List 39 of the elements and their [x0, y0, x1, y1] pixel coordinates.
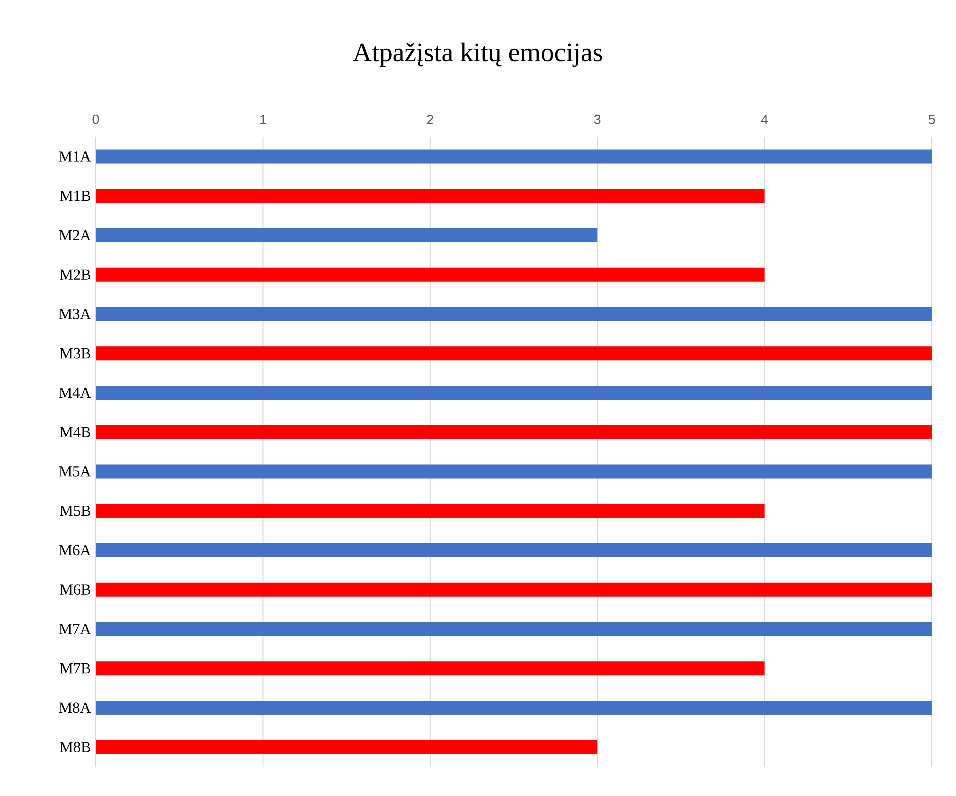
x-tick-label: 1: [260, 115, 266, 124]
y-tick-label: M4A: [59, 388, 92, 398]
bar: [96, 425, 932, 440]
y-tick-label: M2B: [60, 270, 91, 280]
bar: [96, 307, 932, 322]
y-tick-label: M5B: [60, 506, 91, 516]
y-tick-label: M3B: [60, 348, 91, 359]
y-tick-label: M6A: [59, 545, 92, 556]
y-tick-label: M7A: [59, 624, 92, 634]
bar: [96, 228, 598, 242]
y-tick-label: M4B: [60, 427, 91, 438]
bar: [96, 582, 932, 597]
y-tick-label: M6B: [60, 584, 91, 595]
bar: [96, 386, 932, 400]
bar: [96, 268, 765, 282]
y-tick-label: M1A: [59, 152, 92, 162]
y-tick-label: M2A: [59, 230, 92, 241]
bar: [96, 543, 932, 558]
y-tick-label: M8B: [60, 742, 91, 752]
bar: [96, 740, 598, 754]
x-tick-label: 4: [761, 115, 768, 124]
y-tick-label: M3A: [59, 309, 92, 320]
bar: [96, 189, 765, 204]
y-tick-label: M5A: [59, 466, 92, 477]
y-tick-label: M1B: [60, 190, 91, 202]
bar: [96, 464, 932, 479]
x-tick-label: 3: [594, 114, 601, 124]
bar: [96, 346, 932, 361]
x-tick-label: 2: [427, 114, 434, 124]
bar: [96, 700, 932, 715]
bar: [96, 504, 765, 518]
y-tick-label: M8A: [59, 702, 92, 714]
x-tick-label: 0: [92, 114, 100, 124]
bar: [96, 622, 932, 636]
chart-title: Atpažįsta kitų emocijas: [353, 42, 602, 68]
y-tick-label: M7B: [60, 664, 91, 674]
bar: [96, 662, 765, 676]
x-tick-label: 5: [928, 114, 936, 124]
bar: [96, 150, 932, 164]
